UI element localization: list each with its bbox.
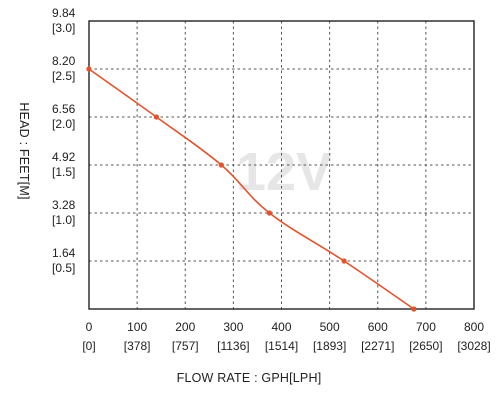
data-point <box>266 210 273 216</box>
x-tick-label: 400 <box>271 320 291 334</box>
data-point <box>218 162 224 168</box>
x-tick-label: 200 <box>175 320 195 334</box>
y-tick-label: 8.20 <box>52 54 76 68</box>
x-tick-label: 700 <box>416 320 436 334</box>
y-tick-sublabel: [2.5] <box>52 69 75 83</box>
y-tick-label: 3.28 <box>52 198 76 212</box>
y-tick-label: 6.56 <box>52 102 76 116</box>
x-tick-label: 100 <box>127 320 147 334</box>
data-point <box>411 306 417 312</box>
y-tick-sublabel: [0.5] <box>52 261 75 275</box>
series-line <box>88 68 415 310</box>
y-tick-label: 1.64 <box>52 246 76 260</box>
data-point <box>86 66 92 72</box>
data-point <box>153 114 159 120</box>
x-tick-sublabel: [3028] <box>457 339 490 353</box>
x-tick-sublabel: [378] <box>124 339 151 353</box>
x-tick-sublabel: [1136] <box>217 339 249 353</box>
y-tick-label: 4.92 <box>52 150 76 164</box>
x-tick-sublabel: [2650] <box>409 339 442 353</box>
grid-lines <box>89 21 474 309</box>
x-tick-label: 500 <box>320 320 340 334</box>
y-tick-sublabel: [1.5] <box>52 165 75 179</box>
x-axis-title: FLOW RATE : GPH[LPH] <box>177 371 322 385</box>
series-points <box>86 66 417 312</box>
x-tick-label: 0 <box>86 320 93 334</box>
x-tick-label: 600 <box>368 320 388 334</box>
plot-area-frame <box>88 20 475 310</box>
y-axis-title: HEAD : FEET[M] <box>17 102 31 199</box>
y-tick-sublabel: [2.0] <box>52 117 75 131</box>
y-axis-ticks: 9.84[3.0] 8.20[2.5] 6.56[2.0] 4.92[1.5] 3.28… <box>52 6 76 275</box>
x-axis-ticks: 0 [0] 100 [378] 200 [757] 300 [1136] 400 [1514] 50… <box>82 320 490 353</box>
y-tick-sublabel: [3.0] <box>52 21 75 35</box>
x-tick-label: 800 <box>464 320 484 334</box>
x-tick-sublabel: [1893] <box>313 339 346 353</box>
x-tick-sublabel: [0] <box>82 339 95 353</box>
y-tick-label: 9.84 <box>52 6 76 20</box>
x-tick-sublabel: [1514] <box>265 339 298 353</box>
watermark-text: 12V <box>236 142 332 202</box>
x-tick-sublabel: [2271] <box>361 339 394 353</box>
data-point <box>341 258 347 264</box>
y-tick-sublabel: [1.0] <box>52 213 75 227</box>
x-tick-label: 300 <box>223 320 243 334</box>
x-tick-sublabel: [757] <box>172 339 199 353</box>
